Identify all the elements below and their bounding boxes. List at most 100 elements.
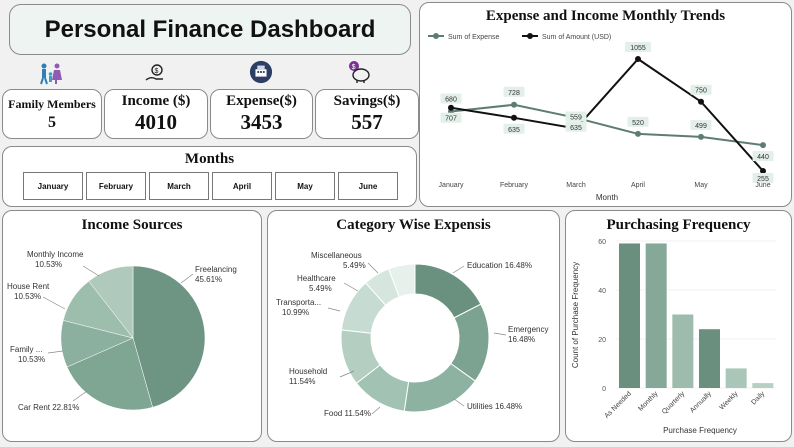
slice-label: Monthly Income [27, 250, 84, 259]
x-tick-label: Annually [689, 390, 713, 414]
income-hand-coin-icon: $ [145, 64, 163, 81]
data-point [511, 101, 517, 108]
data-point [635, 56, 641, 62]
data-label: 1055 [630, 45, 646, 52]
trend-chart-panel: Expense and Income Monthly Trends Sum of… [419, 2, 792, 207]
leader-line [493, 332, 507, 336]
x-tick-label: Weekly [718, 390, 739, 411]
data-label: 440 [757, 154, 769, 161]
data-label: 728 [508, 90, 520, 97]
data-label: 750 [695, 88, 707, 95]
data-point [760, 142, 766, 149]
svg-text:$: $ [155, 68, 159, 75]
months-slicer: Months January February March April May … [2, 146, 417, 207]
x-tick-label: January [439, 182, 464, 189]
legend-swatch-marker [433, 33, 439, 39]
pie-slice [132, 265, 206, 408]
slice-label: Food 11.54% [324, 409, 371, 418]
month-february-button[interactable]: February [86, 172, 146, 200]
data-label-box [752, 151, 774, 162]
purchasing-frequency-panel: Purchasing Frequency 0 20 40 60 As Needed Mon… [565, 210, 792, 442]
kpi-value: 557 [351, 110, 383, 134]
x-tick-label: April [631, 182, 645, 189]
bar [672, 314, 694, 388]
month-may-button[interactable]: May [275, 172, 335, 200]
kpi-label: Family Members [8, 96, 96, 111]
trend-line-chart: Sum of Expense Sum of Amount (USD) 680 728 6… [428, 33, 774, 202]
leader-line [453, 398, 465, 407]
legend-label: Sum of Expense [448, 34, 499, 41]
slice-value: 10.53% [18, 355, 45, 364]
y-axis-title: Count of Purchase Frequency [571, 262, 580, 368]
data-label: 635 [570, 125, 582, 132]
data-label: 255 [757, 176, 769, 183]
data-label-box [440, 93, 462, 104]
slice-label: Freelancing [195, 265, 237, 274]
leader-line [72, 390, 88, 402]
slice-label: Miscellaneous [311, 251, 362, 260]
frequency-bar-chart: 0 20 40 60 As Needed Monthly Quarterly Annually… [571, 239, 776, 435]
slice-label: Utilities 16.48% [467, 402, 522, 411]
leader-line [339, 370, 355, 378]
svg-text:$: $ [352, 64, 356, 71]
income-sources-panel: Income Sources Freelancing 45.61% Car Rent… [2, 210, 262, 442]
leader-line [82, 265, 100, 277]
trend-chart-title: Expense and Income Monthly Trends [485, 8, 726, 24]
kpi-label: Income ($) [121, 93, 191, 109]
data-label-box [627, 116, 649, 127]
data-label: 635 [508, 127, 520, 134]
data-point [511, 114, 517, 121]
income-sources-title: Income Sources [81, 217, 183, 233]
leader-line [180, 273, 194, 284]
slice-value: 10.99% [282, 308, 309, 317]
data-label-box [565, 111, 587, 122]
legend-label: Sum of Amount (USD) [542, 34, 611, 41]
slice-value: 16.48% [508, 335, 535, 344]
slice-value: 10.53% [14, 292, 41, 301]
data-label-box [503, 123, 525, 134]
data-label: 520 [632, 120, 644, 127]
purchasing-frequency-title: Purchasing Frequency [606, 217, 751, 233]
kpi-label: Expense($) [226, 93, 297, 109]
x-axis-title: Month [596, 193, 618, 202]
legend-swatch-marker [527, 33, 533, 39]
month-april-button[interactable]: April [212, 172, 272, 200]
month-march-button[interactable]: March [149, 172, 209, 200]
leader-line [327, 307, 341, 312]
slice-value: 11.54% [289, 377, 316, 386]
slice-label: Transporta... [276, 298, 321, 307]
data-label-box [625, 42, 651, 52]
data-label: 559 [570, 114, 582, 121]
bar [725, 368, 747, 388]
category-expense-panel: Category Wise Expensis Education 16.48% E… [267, 210, 560, 442]
bar [619, 243, 640, 388]
data-label: 499 [695, 123, 707, 130]
data-label-box [565, 121, 587, 132]
month-june-button[interactable]: June [338, 172, 398, 200]
slice-label: House Rent [7, 282, 50, 291]
data-point [698, 98, 704, 105]
pie-slice [66, 337, 153, 411]
series-line-expense [450, 103, 764, 147]
x-tick-label: February [500, 182, 529, 189]
leader-line [452, 265, 465, 274]
slice-label: Family ... [10, 345, 42, 354]
slice-value: 10.53% [35, 260, 62, 269]
leader-line [367, 262, 379, 274]
slice-label: Education 16.48% [467, 261, 532, 270]
slice-label: Healthcare [297, 274, 336, 283]
x-tick-label: Monthly [637, 390, 660, 413]
family-icon [40, 63, 62, 85]
y-tick-label: 0 [602, 386, 606, 393]
data-point [635, 130, 641, 137]
series-line-amount [450, 57, 764, 172]
month-january-button[interactable]: January [23, 172, 83, 200]
x-tick-label: Quarterly [661, 390, 687, 416]
x-tick-label: March [566, 182, 586, 189]
data-label-box [503, 86, 525, 97]
kpi-label: Savings($) [333, 93, 401, 109]
leader-line [343, 282, 359, 292]
kpi-expense: Expense($) 3453 [210, 89, 313, 139]
